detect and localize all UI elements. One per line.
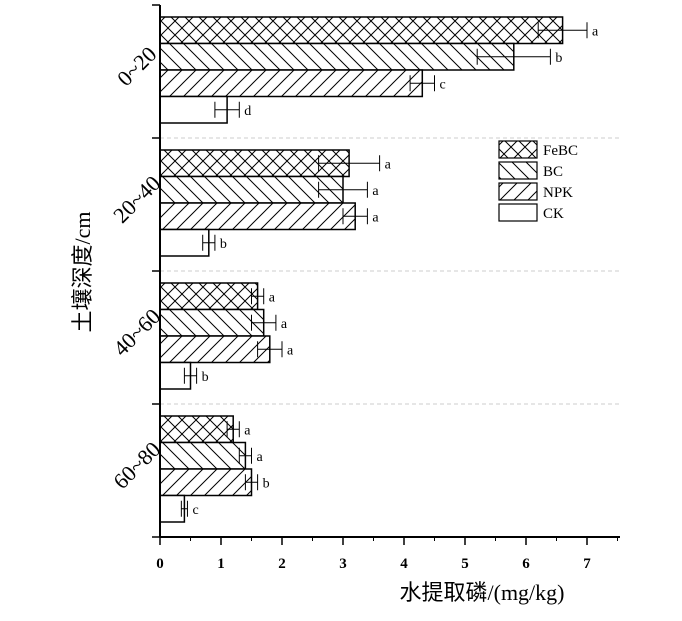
significance-label: b xyxy=(202,370,209,385)
y-axis-title: 土壤深度/cm xyxy=(70,212,95,333)
bar-febc xyxy=(159,16,564,45)
bar-febc xyxy=(159,415,234,444)
x-tick-label: 7 xyxy=(583,556,591,572)
significance-label: c xyxy=(192,503,198,518)
x-tick-label: 4 xyxy=(400,556,408,572)
error-bars xyxy=(180,22,588,517)
category-label: 40~60 xyxy=(108,304,165,361)
significance-label: d xyxy=(244,104,251,119)
bar-febc xyxy=(159,282,259,311)
bar-bg xyxy=(160,495,185,522)
legend-label: FeBC xyxy=(543,143,578,159)
significance-label: a xyxy=(257,450,264,465)
y-ticks: 0~20 20~40 40~60 60~80 xyxy=(108,4,165,538)
category-label: 60~80 xyxy=(108,437,165,494)
significance-label: b xyxy=(220,237,227,252)
bar-npk xyxy=(159,468,253,497)
x-tick-label: 0 xyxy=(156,556,164,572)
legend-swatch-ck xyxy=(498,203,538,222)
x-axis-title: 水提取磷/(mg/kg) xyxy=(400,580,565,605)
significance-label: b xyxy=(263,476,270,491)
bar-bc xyxy=(159,42,515,71)
legend-label: CK xyxy=(543,206,564,222)
category-label: 0~20 xyxy=(112,41,161,90)
significance-label: a xyxy=(592,24,599,39)
legend-swatch-bg xyxy=(499,204,537,221)
significance-label: a xyxy=(244,423,251,438)
legend: FeBC BC NPK CK xyxy=(498,140,578,222)
bar-bc xyxy=(159,175,344,204)
x-tick-label: 5 xyxy=(461,556,469,572)
x-tick-label: 2 xyxy=(278,556,286,572)
legend-swatch-febc xyxy=(498,140,538,159)
significance-label: b xyxy=(555,51,562,66)
x-tick-label: 3 xyxy=(339,556,347,572)
significance-label: c xyxy=(440,77,446,92)
significance-label: a xyxy=(385,157,392,172)
bar-npk xyxy=(159,335,271,364)
legend-swatch-npk xyxy=(498,182,538,201)
significance-label: a xyxy=(372,184,379,199)
bar-bc xyxy=(159,441,247,470)
x-ticks: 0 1 2 3 4 5 6 7 xyxy=(156,537,618,572)
bar-bg xyxy=(160,229,209,256)
x-tick-label: 6 xyxy=(522,556,530,572)
significance-label: a xyxy=(281,317,288,332)
bar-npk xyxy=(159,202,356,231)
significance-label: a xyxy=(269,290,276,305)
category-label: 20~40 xyxy=(108,171,165,228)
legend-label: BC xyxy=(543,164,563,180)
bar-npk xyxy=(159,69,424,98)
significance-label: a xyxy=(372,210,379,225)
legend-label: NPK xyxy=(543,185,573,201)
significance-label: a xyxy=(287,343,294,358)
bar-bc xyxy=(159,308,265,337)
legend-swatch-bc xyxy=(498,161,538,180)
x-tick-label: 1 xyxy=(217,556,225,572)
bar-group xyxy=(159,16,564,523)
bar-febc xyxy=(159,149,350,178)
